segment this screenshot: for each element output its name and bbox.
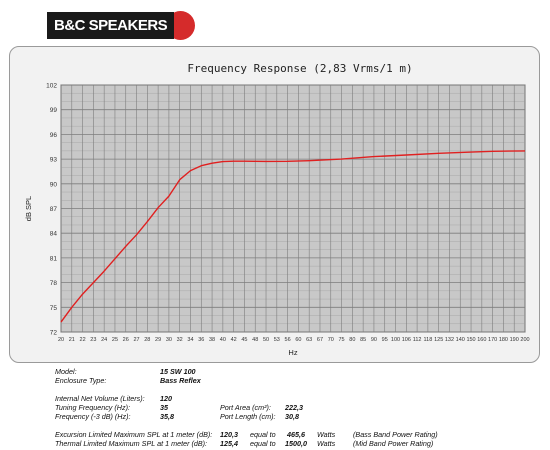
excursion-watts: 465,6: [287, 430, 305, 439]
thermal-label: Thermal Limited Maximum SPL at 1 meter (…: [55, 439, 208, 448]
y-tick-label: 81: [50, 255, 58, 262]
x-tick-label: 30: [166, 337, 172, 343]
x-tick-label: 23: [90, 337, 96, 343]
enclosure-value: Bass Reflex: [160, 376, 201, 385]
x-tick-label: 85: [360, 337, 366, 343]
x-tick-label: 27: [133, 337, 139, 343]
x-tick-label: 80: [349, 337, 355, 343]
excursion-equal: equal to: [250, 430, 276, 439]
x-tick-label: 112: [413, 337, 422, 343]
x-tick-label: 26: [123, 337, 129, 343]
x-tick-label: 38: [209, 337, 215, 343]
y-tick-label: 93: [50, 157, 58, 164]
frequency-response-chart: Frequency Response (2,83 Vrms/1 m) 72 75 78…: [24, 62, 530, 357]
x-tick-label: 70: [328, 337, 334, 343]
x-tick-label: 48: [252, 337, 258, 343]
x-tick-label: 118: [423, 337, 432, 343]
x-tick-label: 67: [317, 337, 323, 343]
thermal-note: (Mid Band Power Rating): [353, 439, 434, 448]
y-axis-label: dB SPL: [24, 196, 33, 221]
x-tick-label: 90: [371, 337, 377, 343]
x-tick-label: 29: [155, 337, 161, 343]
x-tick-label: 106: [402, 337, 411, 343]
y-tick-label: 78: [50, 280, 58, 287]
y-tick-label: 90: [50, 181, 58, 188]
x-tick-label: 180: [499, 337, 508, 343]
f3-value: 35,8: [160, 412, 174, 421]
frequency-response-line: [60, 150, 526, 323]
x-tick-label: 160: [477, 337, 486, 343]
port-length-label: Port Length (cm):: [220, 412, 276, 421]
enclosure-label: Enclosure Type:: [55, 376, 107, 385]
brand-logo: B&C SPEAKERS: [47, 11, 196, 40]
f3-label: Frequency (-3 dB) (Hz):: [55, 412, 131, 421]
x-tick-label: 40: [220, 337, 226, 343]
x-tick-label: 132: [445, 337, 454, 343]
excursion-value: 120,3: [220, 430, 238, 439]
x-tick-label: 63: [306, 337, 312, 343]
thermal-equal: equal to: [250, 439, 276, 448]
thermal-value: 125,4: [220, 439, 238, 448]
port-length-value: 30,8: [285, 412, 299, 421]
port-area-label: Port Area (cm²):: [220, 403, 271, 412]
x-tick-label: 21: [69, 337, 75, 343]
thermal-watts: 1500,0: [285, 439, 307, 448]
x-tick-label: 20: [58, 337, 64, 343]
x-tick-label: 100: [391, 337, 400, 343]
thermal-unit: Watts: [317, 439, 336, 448]
x-tick-label: 36: [198, 337, 204, 343]
x-tick-label: 125: [434, 337, 443, 343]
excursion-label: Excursion Limited Maximum SPL at 1 meter…: [55, 430, 213, 439]
y-tick-label: 102: [46, 83, 57, 90]
x-tick-label: 42: [231, 337, 237, 343]
x-tick-label: 22: [80, 337, 86, 343]
y-tick-label: 84: [50, 231, 58, 238]
x-axis-label: Hz: [288, 348, 297, 357]
x-tick-label: 28: [144, 337, 150, 343]
model-value: 15 SW 100: [160, 367, 196, 376]
volume-value: 120: [160, 394, 172, 403]
x-tick-label: 60: [295, 337, 301, 343]
x-tick-label: 25: [112, 337, 118, 343]
volume-label: Internal Net Volume (Liters):: [55, 394, 145, 403]
x-tick-label: 170: [488, 337, 497, 343]
y-tick-label: 99: [50, 107, 58, 114]
tuning-value: 35: [160, 403, 168, 412]
x-tick-label: 45: [241, 337, 247, 343]
y-tick-label: 87: [50, 206, 58, 213]
y-tick-label: 75: [50, 305, 58, 312]
y-tick-label: 72: [50, 330, 58, 337]
excursion-note: (Bass Band Power Rating): [353, 430, 438, 439]
y-tick-label: 96: [50, 132, 58, 139]
x-tick-label: 190: [510, 337, 519, 343]
excursion-unit: Watts: [317, 430, 336, 439]
tuning-label: Tuning Frequency (Hz):: [55, 403, 130, 412]
x-tick-label: 34: [187, 337, 193, 343]
x-tick-label: 24: [101, 337, 107, 343]
x-tick-label: 200: [520, 337, 529, 343]
x-tick-label: 53: [274, 337, 280, 343]
port-area-value: 222,3: [285, 403, 303, 412]
brand-logo-text: B&C SPEAKERS: [47, 12, 175, 39]
x-tick-label: 95: [382, 337, 388, 343]
chart-title: Frequency Response (2,83 Vrms/1 m): [187, 62, 412, 75]
x-tick-label: 150: [466, 337, 475, 343]
model-label: Model:: [55, 367, 77, 376]
x-tick-label: 32: [177, 337, 183, 343]
x-tick-label: 140: [456, 337, 465, 343]
x-tick-label: 75: [338, 337, 344, 343]
x-tick-label: 56: [285, 337, 291, 343]
x-tick-label: 50: [263, 337, 269, 343]
